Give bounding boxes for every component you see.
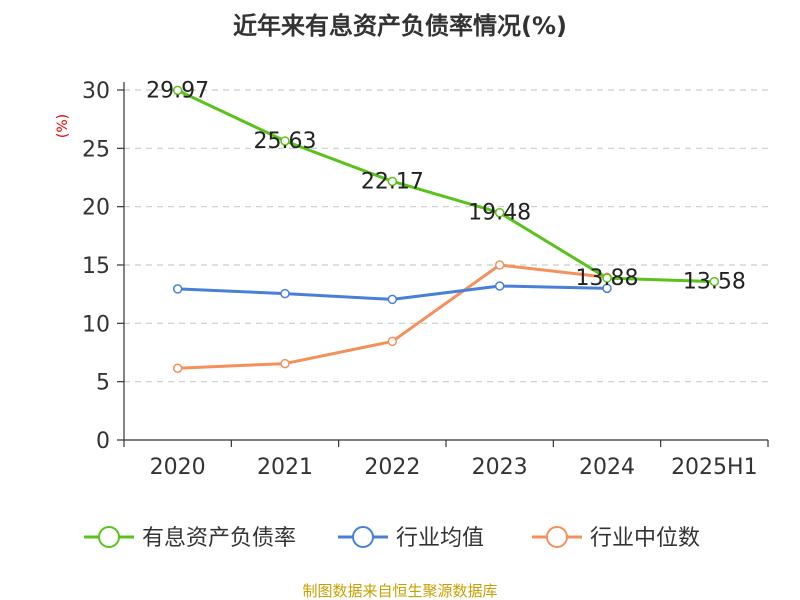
data-label: 19.48 — [468, 201, 531, 226]
y-tick-label: 20 — [82, 196, 110, 221]
x-tick-label: 2021 — [257, 455, 313, 480]
legend-item[interactable]: 行业中位数 — [532, 526, 700, 551]
y-tick-label: 10 — [82, 312, 110, 337]
data-point — [494, 207, 505, 218]
legend-item[interactable]: 有息资产负债率 — [84, 526, 296, 551]
series-lines — [172, 85, 720, 373]
data-point — [172, 284, 183, 294]
data-point — [709, 276, 720, 287]
y-tick-label: 25 — [82, 137, 110, 162]
data-point — [602, 283, 612, 294]
legend: 有息资产负债率 行业均值 行业中位数 — [84, 526, 700, 551]
data-point — [280, 136, 290, 146]
source-note: 制图数据来自恒生聚源数据库 — [302, 582, 497, 600]
data-point — [172, 363, 183, 373]
data-label: 13.58 — [683, 270, 746, 295]
legend-label: 行业中位数 — [590, 526, 700, 551]
data-point — [602, 273, 612, 283]
data-point — [494, 281, 505, 291]
data-point — [280, 358, 290, 369]
y-axis-label: (%) — [55, 114, 71, 138]
y-tick-label: 5 — [96, 371, 110, 396]
legend-label: 行业均值 — [396, 526, 484, 551]
x-tick-label: 2024 — [579, 455, 635, 480]
axes: 0 5 10 15 20 25 30 2020 2021 2022 2023 2024 2025H1 — [82, 79, 769, 480]
x-tick-label: 2025H1 — [671, 455, 758, 480]
x-tick-label: 2020 — [150, 455, 206, 480]
legend-item[interactable]: 行业均值 — [338, 526, 484, 551]
chart-title: 近年来有息资产负债率情况(%) — [233, 12, 567, 40]
data-point — [387, 176, 398, 187]
data-point — [387, 336, 398, 347]
data-label: 22.17 — [361, 169, 424, 194]
x-tick-label: 2022 — [364, 455, 420, 480]
data-point — [387, 294, 398, 305]
legend-marker — [546, 526, 568, 548]
series-line — [177, 263, 608, 370]
y-tick-label: 30 — [82, 79, 110, 104]
grid — [124, 89, 768, 383]
legend-marker — [352, 526, 374, 548]
data-label: 29.97 — [146, 78, 209, 103]
data-labels: 29.97 25.63 22.17 19.48 13.88 13.58 — [146, 78, 746, 294]
series-line — [177, 88, 715, 284]
x-tick-label: 2023 — [472, 455, 528, 480]
legend-label: 有息资产负债率 — [142, 526, 296, 551]
legend-marker — [98, 526, 120, 548]
data-point — [494, 260, 505, 270]
data-label: 13.88 — [576, 266, 639, 291]
y-tick-label: 15 — [82, 254, 110, 279]
data-point — [172, 85, 183, 96]
data-point — [280, 288, 290, 299]
data-label: 25.63 — [254, 129, 317, 154]
y-tick-label: 0 — [96, 429, 110, 454]
